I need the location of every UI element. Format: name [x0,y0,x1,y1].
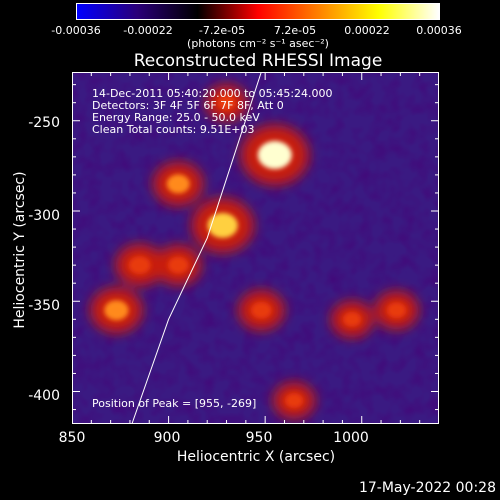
hot-region-core [104,300,129,321]
colorbar-tick: -7.2e-05 [198,24,246,37]
x-tick-label: 950 [245,430,273,446]
y-tick-label: -300 [28,208,60,224]
info-time-range: 14-Dec-2011 05:40:20.000 to 05:45:24.000 [92,87,333,100]
hot-region-core [250,301,272,319]
info-energy-range: Energy Range: 25.0 - 50.0 keV [92,111,260,124]
colorbar-tick: 0.00036 [416,24,462,37]
hot-region-core [166,174,190,194]
y-tick-label: -250 [28,115,60,131]
hot-region-core [386,302,407,319]
colorbar-tick: -0.00036 [51,24,101,37]
colorbar-tick: 0.00022 [344,24,390,37]
hot-region-core [128,256,151,275]
solar-limb-line [131,72,262,424]
x-tick-label: 1000 [333,430,369,446]
hot-region-core [217,95,236,111]
y-tick-label: -350 [28,298,60,314]
colorbar-unit-label: (photons cm⁻² s⁻¹ asec⁻²) [187,37,329,50]
timestamp: 17-May-2022 00:28 [358,480,496,496]
x-tick-label: 900 [153,430,181,446]
x-tick-label: 850 [58,430,86,446]
x-axis-label: Heliocentric X (arcsec) [176,449,336,465]
y-axis-label: Heliocentric Y (arcsec) [12,171,28,329]
hot-region-core [257,141,292,170]
info-total-counts: Clean Total counts: 9.51E+03 [92,123,255,136]
chart-title: Reconstructed RHESSI Image [133,51,383,71]
colorbar [76,3,440,20]
hot-region-core [207,212,238,238]
y-tick-label: -400 [28,388,60,404]
heatmap-plot [72,72,439,424]
info-detectors: Detectors: 3F 4F 5F 6F 7F 8F, Att 0 [92,99,284,112]
colorbar-tick: -0.00022 [123,24,173,37]
colorbar-tick: 7.2e-05 [273,24,317,37]
hot-region-core [342,311,362,327]
info-peak-position: Position of Peak = [955, -269] [92,397,257,410]
hot-region-core [284,393,304,409]
plot-frame [72,72,439,424]
hot-region-core [167,256,189,274]
